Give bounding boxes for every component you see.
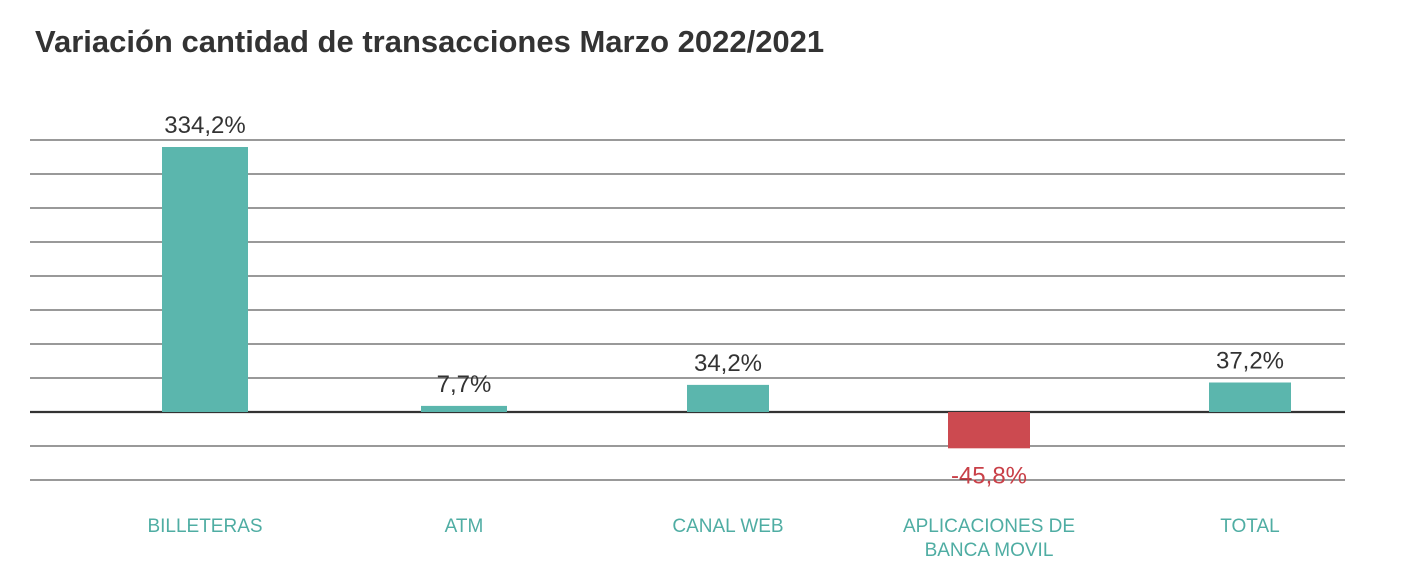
bar-4 [948,412,1030,449]
value-label-3: 34,2% [694,350,762,377]
value-label-1: 334,2% [164,112,245,139]
category-label-5: TOTAL [1220,516,1279,537]
value-labels: 334,2% 7,7% 34,2% -45,8% 37,2% [164,112,1284,489]
category-label-4: BANCA MOVIL [925,540,1054,561]
category-labels: BILLETERAS ATM CANAL WEB APLICACIONES DE BAN… [147,516,1279,561]
bar-2 [421,405,507,412]
category-label-2: ATM [445,516,484,537]
bars [162,147,1291,449]
category-label-4: APLICACIONES DE [903,516,1075,537]
bar-3 [687,384,769,412]
bar-1 [162,147,248,412]
chart-title: Variación cantidad de transacciones Marz… [35,24,825,59]
category-label-3: CANAL WEB [672,516,783,537]
category-label-1: BILLETERAS [147,516,262,537]
value-label-4: -45,8% [951,462,1027,489]
bar-5 [1209,382,1291,412]
value-label-2: 7,7% [437,371,492,398]
value-label-5: 37,2% [1216,348,1284,375]
